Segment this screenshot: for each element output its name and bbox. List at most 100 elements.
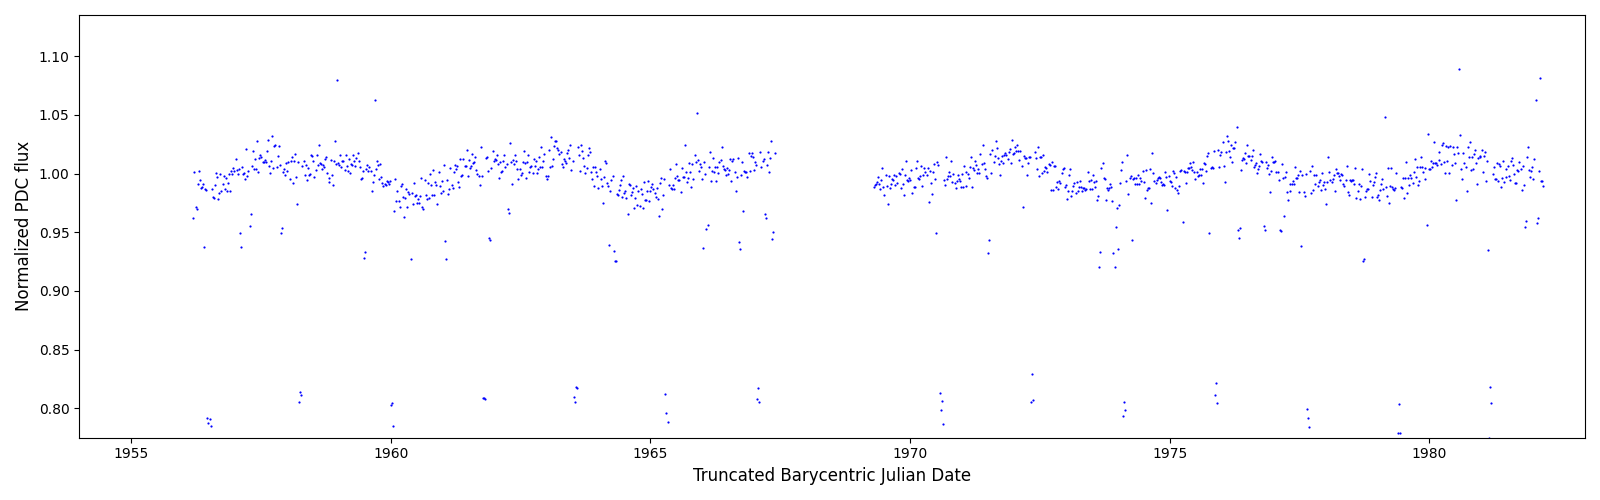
Point: [1024, 165, 1050, 173]
Point: [952, 168, 978, 175]
Point: [1486, 160, 1512, 168]
Point: [1104, 204, 1130, 212]
Point: [653, 409, 678, 417]
Point: [362, 171, 387, 179]
Point: [699, 167, 725, 175]
Point: [240, 147, 266, 155]
Point: [331, 157, 357, 165]
Point: [294, 176, 320, 184]
Point: [571, 162, 597, 170]
Point: [1397, 170, 1422, 178]
Point: [1528, 177, 1554, 185]
Point: [893, 171, 918, 179]
Point: [902, 183, 928, 191]
Point: [1368, 180, 1394, 188]
Point: [582, 164, 608, 172]
Point: [237, 222, 262, 230]
Point: [491, 151, 517, 159]
Point: [1029, 169, 1054, 177]
Point: [960, 164, 986, 172]
Point: [878, 176, 904, 184]
Point: [378, 176, 403, 184]
Point: [442, 168, 467, 176]
Point: [747, 148, 773, 156]
Point: [606, 180, 632, 188]
Point: [653, 390, 678, 398]
Point: [1115, 190, 1141, 198]
Point: [405, 194, 430, 202]
Point: [477, 234, 502, 241]
Point: [520, 169, 546, 177]
Point: [590, 199, 616, 207]
Point: [946, 172, 971, 179]
Point: [1402, 154, 1427, 162]
Point: [395, 204, 421, 212]
Point: [227, 229, 253, 237]
Point: [203, 169, 229, 177]
Point: [538, 162, 563, 170]
Point: [750, 156, 776, 164]
Point: [381, 208, 406, 216]
Point: [1195, 152, 1221, 160]
Point: [755, 148, 781, 156]
Point: [1171, 167, 1197, 175]
Point: [1056, 187, 1082, 195]
Point: [499, 180, 525, 188]
Point: [677, 168, 702, 176]
Point: [411, 205, 437, 213]
Point: [1389, 184, 1414, 192]
Point: [459, 150, 485, 158]
Point: [622, 194, 648, 202]
Point: [574, 151, 600, 159]
Point: [1485, 159, 1510, 167]
Point: [982, 152, 1008, 160]
Point: [933, 153, 958, 161]
Point: [1051, 184, 1077, 192]
Point: [931, 176, 957, 184]
Point: [254, 136, 280, 143]
Point: [392, 212, 418, 220]
Point: [216, 170, 242, 177]
Point: [230, 170, 256, 177]
Point: [435, 190, 461, 198]
Point: [475, 154, 501, 162]
Point: [1280, 177, 1306, 185]
Point: [192, 243, 218, 251]
Point: [946, 175, 971, 183]
Point: [365, 161, 390, 169]
Point: [1018, 154, 1043, 162]
Point: [411, 176, 437, 184]
Point: [390, 194, 416, 202]
Point: [1142, 180, 1168, 188]
Point: [936, 168, 962, 175]
Point: [661, 182, 686, 190]
Point: [448, 156, 474, 164]
Point: [306, 140, 331, 148]
Point: [1526, 74, 1552, 82]
Point: [264, 162, 290, 170]
Point: [1346, 180, 1371, 188]
Point: [1026, 172, 1051, 179]
Point: [541, 142, 566, 150]
Point: [186, 166, 211, 174]
Point: [1517, 174, 1542, 182]
Point: [1069, 187, 1094, 195]
Point: [1254, 161, 1280, 169]
Point: [984, 144, 1010, 152]
Point: [1448, 164, 1474, 172]
Point: [272, 165, 298, 173]
Point: [1488, 184, 1514, 192]
Point: [349, 174, 374, 182]
Point: [448, 172, 474, 179]
Point: [981, 158, 1006, 166]
Point: [464, 170, 490, 178]
Point: [942, 184, 968, 192]
Point: [1294, 414, 1320, 422]
Point: [550, 163, 576, 171]
Point: [1421, 158, 1446, 166]
Point: [1286, 188, 1312, 196]
Point: [621, 204, 646, 212]
Point: [1090, 159, 1115, 167]
Point: [504, 164, 530, 172]
Point: [1278, 180, 1304, 188]
